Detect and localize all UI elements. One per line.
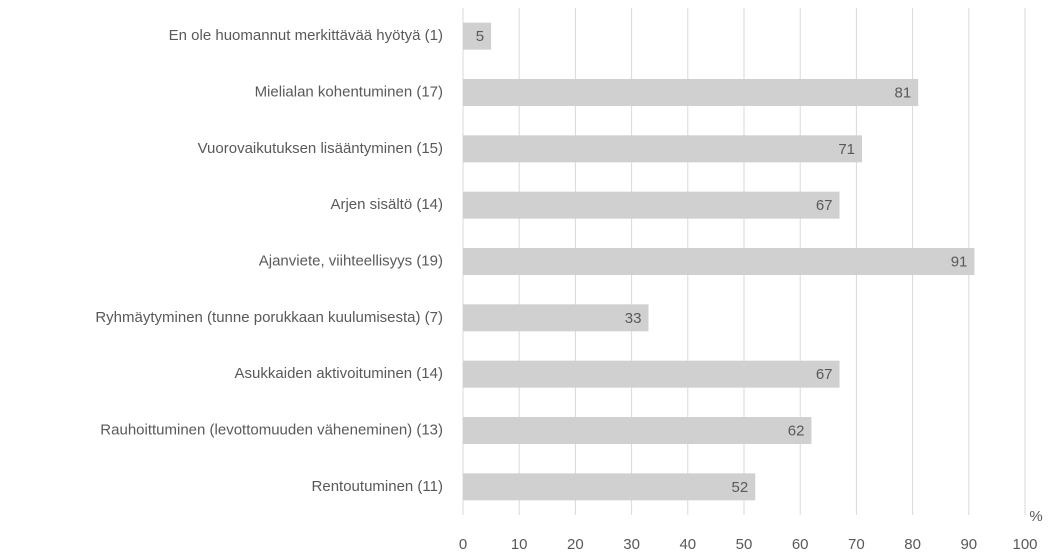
x-tick-label: 0 [459, 536, 467, 552]
x-tick-label: 80 [904, 536, 921, 552]
y-tick-label: Vuorovaikutuksen lisääntyminen (15) [198, 140, 443, 157]
y-tick-label: Asukkaiden aktivoituminen (14) [235, 365, 443, 382]
bar [463, 473, 756, 501]
x-tick-label: 60 [792, 536, 809, 552]
x-tick-label: 70 [848, 536, 865, 552]
y-tick-label: Rauhoittuminen (levottomuuden vähenemine… [100, 421, 443, 438]
y-tick-label: Ryhmäytyminen (tunne porukkaan kuulumise… [95, 309, 443, 326]
data-label: 67 [816, 366, 833, 383]
x-tick-label: 40 [679, 536, 696, 552]
x-tick-label: 50 [736, 536, 753, 552]
y-tick-label: En ole huomannut merkittävää hyötyä (1) [169, 27, 443, 44]
x-tick-label: 20 [567, 536, 584, 552]
bar [463, 360, 840, 388]
y-tick-label: Mielialan kohentuminen (17) [255, 83, 443, 100]
data-label: 71 [838, 141, 855, 158]
bar [463, 22, 492, 50]
y-tick-label: Ajanviete, viihteellisyys (19) [259, 252, 443, 269]
bar [463, 191, 840, 219]
bar [463, 248, 975, 275]
bar [463, 304, 649, 332]
bar [463, 135, 863, 163]
x-tick-label: 30 [623, 536, 640, 552]
bar [463, 417, 812, 444]
data-label: 62 [788, 422, 805, 439]
data-label: 91 [951, 253, 968, 270]
y-tick-label: Rentoutuminen (11) [312, 478, 443, 495]
data-label: 67 [816, 197, 833, 214]
data-label: 33 [625, 310, 642, 327]
data-label: 81 [895, 84, 912, 101]
data-label: 5 [476, 28, 484, 45]
x-axis-label: % [1029, 508, 1042, 525]
bar [463, 79, 919, 106]
x-tick-label: 10 [511, 536, 528, 552]
x-tick-label: 90 [960, 536, 977, 552]
data-label: 52 [732, 479, 749, 496]
y-tick-label: Arjen sisältö (14) [330, 196, 443, 213]
x-tick-label: 100 [1012, 536, 1037, 552]
